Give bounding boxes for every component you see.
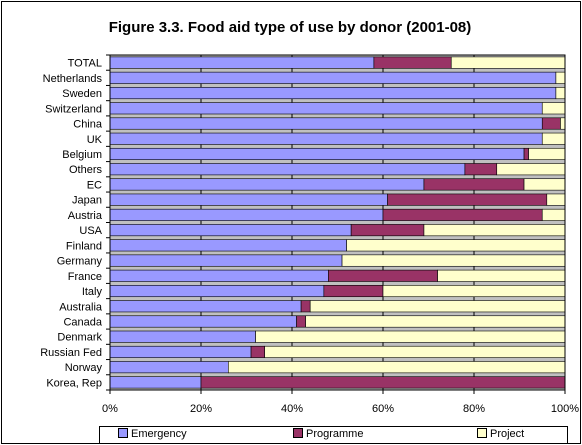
bar-project xyxy=(450,56,566,69)
bar-emergency xyxy=(109,178,425,191)
legend-item-project: Project xyxy=(477,428,524,440)
category-label: Italy xyxy=(82,286,103,298)
category-label: Others xyxy=(69,164,103,176)
bar-programme xyxy=(464,163,498,176)
plot-border xyxy=(109,54,566,391)
bar-project xyxy=(228,361,566,374)
category-label: TOTAL xyxy=(68,58,102,70)
x-tick-label: 60% xyxy=(372,403,394,415)
bar-emergency xyxy=(109,345,252,358)
bar-programme xyxy=(350,224,425,237)
bar-project xyxy=(496,163,566,176)
category-label: USA xyxy=(79,225,102,237)
bar-emergency xyxy=(109,224,352,237)
category-label: Canada xyxy=(63,316,102,328)
bar-project xyxy=(541,102,566,115)
bar-emergency xyxy=(109,239,347,252)
legend-item-programme: Programme xyxy=(293,428,363,440)
bar-project xyxy=(555,87,566,100)
category-label: Sweden xyxy=(62,88,102,100)
bar-project xyxy=(560,117,566,130)
bar-emergency xyxy=(109,285,325,298)
bar-emergency xyxy=(109,71,557,84)
legend-swatch-programme xyxy=(293,428,303,439)
bar-project xyxy=(255,330,566,343)
bar-emergency xyxy=(109,56,375,69)
category-label: Norway xyxy=(65,362,103,374)
bar-programme xyxy=(382,208,543,221)
bar-programme xyxy=(296,315,306,328)
bar-emergency xyxy=(109,254,343,267)
legend-swatch-emergency xyxy=(118,428,128,439)
bar-programme xyxy=(523,147,529,160)
bar-programme xyxy=(373,56,452,69)
category-label: Switzerland xyxy=(45,103,102,115)
chart-title: Figure 3.3. Food aid type of use by dono… xyxy=(108,19,472,36)
chart-legend: Emergency Programme Project xyxy=(99,426,568,444)
bar-project xyxy=(341,254,566,267)
bar-emergency xyxy=(109,132,543,145)
bar-project xyxy=(309,300,566,313)
bar-programme xyxy=(423,178,525,191)
category-label: Austria xyxy=(68,210,103,222)
category-label: China xyxy=(73,119,103,131)
bar-emergency xyxy=(109,163,466,176)
bar-programme xyxy=(328,269,438,282)
bar-emergency xyxy=(109,117,543,130)
bar-programme xyxy=(200,376,566,389)
category-label: Russian Fed xyxy=(40,347,102,359)
legend-label-project: Project xyxy=(490,428,525,440)
legend-swatch-project xyxy=(477,428,487,439)
bar-project xyxy=(346,239,566,252)
bar-emergency xyxy=(109,300,302,313)
category-label: Finland xyxy=(66,240,102,252)
bar-project xyxy=(546,193,566,206)
bar-emergency xyxy=(109,315,297,328)
category-label: Australia xyxy=(59,301,103,313)
bar-project xyxy=(264,345,566,358)
bar-emergency xyxy=(109,147,525,160)
x-tick-label: 20% xyxy=(190,403,212,415)
bar-emergency xyxy=(109,269,329,282)
legend-item-emergency: Emergency xyxy=(118,428,187,440)
x-tick-label: 80% xyxy=(463,403,485,415)
legend-label-emergency: Emergency xyxy=(131,428,187,440)
category-label: UK xyxy=(87,134,103,146)
bar-emergency xyxy=(109,361,229,374)
category-label: France xyxy=(68,271,102,283)
x-tick-label: 100% xyxy=(551,403,579,415)
bar-project xyxy=(382,285,566,298)
bar-programme xyxy=(323,285,384,298)
category-label: Japan xyxy=(72,195,102,207)
category-label: Netherlands xyxy=(43,73,103,85)
bar-emergency xyxy=(109,193,388,206)
bar-project xyxy=(523,178,566,191)
bar-project xyxy=(528,147,566,160)
bar-programme xyxy=(250,345,266,358)
x-tick-label: 40% xyxy=(281,403,303,415)
x-tick-label: 0% xyxy=(102,403,118,415)
category-label: EC xyxy=(87,179,102,191)
legend-label-programme: Programme xyxy=(306,428,364,440)
bar-project xyxy=(437,269,566,282)
bar-project xyxy=(305,315,566,328)
category-label: Germany xyxy=(57,256,103,268)
category-label: Belgium xyxy=(62,149,102,161)
bar-emergency xyxy=(109,87,557,100)
bar-project xyxy=(555,71,566,84)
bar-programme xyxy=(300,300,311,313)
bar-emergency xyxy=(109,376,202,389)
bar-project xyxy=(423,224,566,237)
bar-programme xyxy=(541,117,561,130)
bar-emergency xyxy=(109,330,256,343)
category-label: Korea, Rep xyxy=(46,377,102,389)
bar-emergency xyxy=(109,208,384,221)
bar-programme xyxy=(387,193,548,206)
category-label: Denmark xyxy=(57,332,102,344)
bar-project xyxy=(541,208,566,221)
bar-project xyxy=(541,132,566,145)
bar-emergency xyxy=(109,102,543,115)
